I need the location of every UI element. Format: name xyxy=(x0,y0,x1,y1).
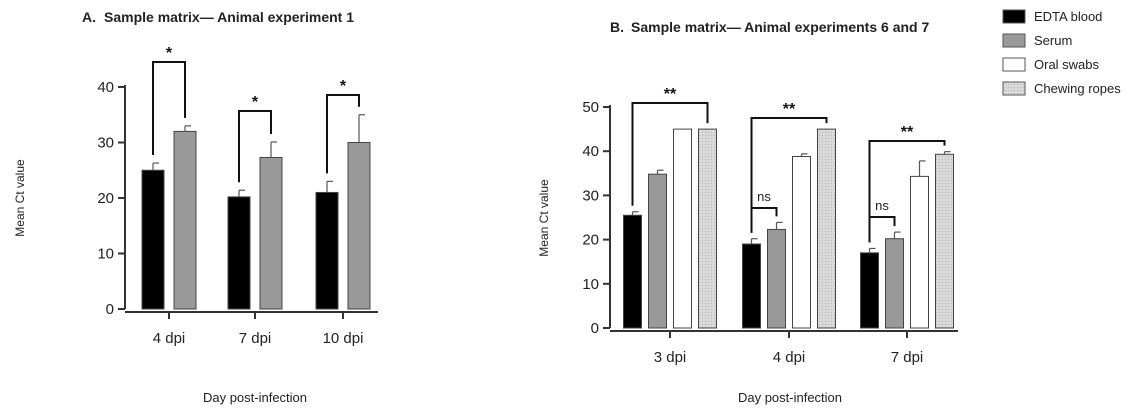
bar-oral-swabs xyxy=(910,175,929,329)
significance-bracket xyxy=(326,94,360,174)
bar-edta-blood xyxy=(860,252,879,329)
panel-b-y-axis-label: Mean Ct value xyxy=(537,179,551,257)
panel-b-title: Sample matrix— Animal experiments 6 and … xyxy=(631,19,929,35)
x-tick-label: 10 dpi xyxy=(323,330,364,347)
bar-oral-swabs xyxy=(673,128,692,329)
bar-serum xyxy=(648,173,667,329)
significance-label: ** xyxy=(783,101,796,118)
significance-bracket xyxy=(868,140,946,243)
significance-bracket xyxy=(631,102,709,206)
legend-swatch xyxy=(1002,57,1026,72)
bar-chewing-ropes xyxy=(817,128,836,329)
y-tick-label: 0 xyxy=(106,301,114,318)
panel-b-plot: 0 10 20 30 40 50 3 dpi 4 dpi 7 dpi ** ns ** ns ** xyxy=(582,86,958,366)
bar-chewing-ropes xyxy=(698,128,717,329)
bar-edta-blood xyxy=(742,243,761,329)
x-tick-label: 7 dpi xyxy=(891,349,924,366)
legend: EDTA blood Serum Oral swabs Chewing ropes xyxy=(1002,9,1121,96)
bar-serum xyxy=(767,228,786,329)
panel-a-x-axis-label: Day post-infection xyxy=(203,390,307,405)
significance-bracket xyxy=(750,117,828,233)
y-tick-label: 20 xyxy=(582,232,599,249)
legend-label: Serum xyxy=(1034,33,1072,48)
y-tick-label: 20 xyxy=(97,190,114,207)
bar-serum xyxy=(885,238,904,329)
significance-label: * xyxy=(166,45,173,62)
panel-a: A. Sample matrix— Animal experiment 1 Me… xyxy=(13,9,378,405)
panel-a-plot: 0 10 20 30 40 4 dpi 7 dpi 10 dpi * * * xyxy=(97,45,378,347)
x-tick-label: 3 dpi xyxy=(654,349,687,366)
panel-b-label: B. xyxy=(610,19,624,35)
bar-edta-blood xyxy=(623,214,642,329)
bar-serum xyxy=(347,142,371,310)
significance-label: ** xyxy=(664,86,677,103)
bar-serum xyxy=(173,130,197,310)
bar-edta-blood xyxy=(315,191,339,310)
x-tick-label: 4 dpi xyxy=(773,349,806,366)
significance-label: * xyxy=(340,78,347,95)
y-tick-label: 10 xyxy=(97,246,114,263)
significance-bracket xyxy=(152,61,186,156)
y-tick-label: 50 xyxy=(582,99,599,116)
y-tick-label: 30 xyxy=(582,187,599,204)
legend-label: EDTA blood xyxy=(1034,9,1102,24)
y-tick-label: 40 xyxy=(97,79,114,96)
bar-edta-blood xyxy=(141,169,165,310)
y-tick-label: 40 xyxy=(582,143,599,160)
legend-swatch xyxy=(1002,81,1026,96)
significance-label: ** xyxy=(901,124,914,141)
panel-b: B. Sample matrix— Animal experiments 6 a… xyxy=(537,19,958,405)
x-tick-label: 7 dpi xyxy=(239,330,272,347)
bar-chewing-ropes xyxy=(935,153,954,329)
significance-label: ns xyxy=(757,189,771,204)
panel-a-label: A. xyxy=(82,9,96,25)
legend-label: Chewing ropes xyxy=(1034,81,1121,96)
significance-label: ns xyxy=(875,198,889,213)
significance-label: * xyxy=(252,94,259,111)
significance-bracket xyxy=(238,110,272,183)
y-tick-label: 0 xyxy=(591,320,599,337)
legend-swatch xyxy=(1002,9,1026,24)
legend-label: Oral swabs xyxy=(1034,57,1100,72)
panel-b-x-axis-label: Day post-infection xyxy=(738,390,842,405)
bar-edta-blood xyxy=(227,196,251,310)
bar-serum xyxy=(259,156,283,310)
panel-a-y-axis-label: Mean Ct value xyxy=(13,159,27,237)
y-tick-label: 10 xyxy=(582,276,599,293)
panel-a-title: Sample matrix— Animal experiment 1 xyxy=(104,9,354,25)
bar-oral-swabs xyxy=(792,156,811,329)
x-tick-label: 4 dpi xyxy=(153,330,186,347)
legend-swatch xyxy=(1002,33,1026,48)
y-tick-label: 30 xyxy=(97,135,114,152)
